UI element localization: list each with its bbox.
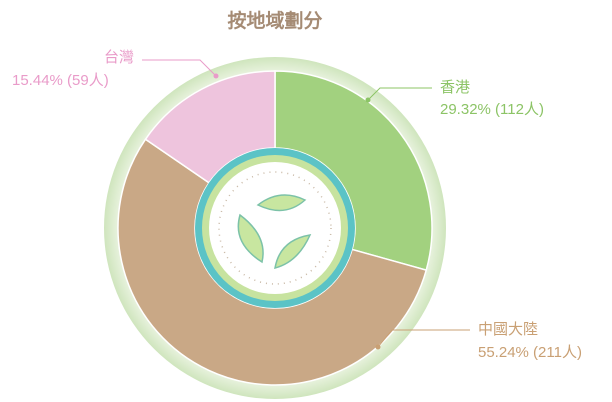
- center-disc: [209, 162, 341, 294]
- leader-dot: [366, 98, 371, 103]
- slice-value-label: 15.44% (59人): [12, 72, 109, 89]
- leader-dot: [376, 345, 381, 350]
- slice-value-label: 55.24% (211人): [478, 344, 582, 361]
- chart-title: 按地域劃分: [227, 9, 322, 32]
- leader-dot: [214, 74, 219, 79]
- slice-name: 中國大陸: [478, 321, 538, 338]
- chart: 按地域劃分 香港 29.32% (112人) 中國大陸 55.24% (211人) 台灣…: [0, 0, 612, 402]
- center-decoration: [195, 148, 355, 308]
- slice-value-label: 29.32% (112人): [440, 101, 544, 118]
- page: 按地域劃分 香港 29.32% (112人) 中國大陸 55.24% (211人) 台灣…: [0, 0, 612, 402]
- slice-name: 香港: [440, 79, 470, 96]
- slice-name: 台灣: [104, 49, 134, 66]
